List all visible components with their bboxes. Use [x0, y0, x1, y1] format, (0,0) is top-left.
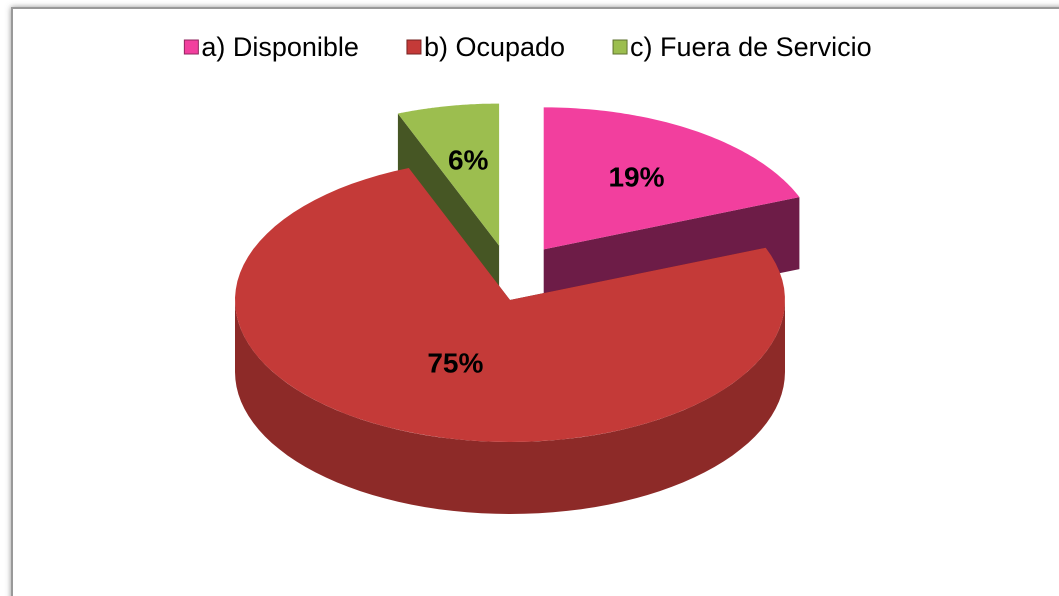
pie	[235, 103, 800, 514]
slice	[235, 168, 785, 442]
legend-swatch	[406, 39, 422, 55]
legend-label: b) Ocupado	[424, 32, 565, 62]
value-label: 19%	[608, 161, 664, 192]
value-labels: 19% 75% 6%	[427, 144, 664, 378]
slice	[397, 103, 500, 246]
legend: a) Disponible b) Ocupado c) Fuera de Servi…	[183, 32, 872, 62]
legend-swatch	[612, 39, 628, 55]
value-label: 75%	[427, 348, 483, 379]
legend-swatch	[183, 39, 199, 55]
value-label: 6%	[448, 144, 489, 175]
legend-label: a) Disponible	[201, 32, 359, 62]
slice	[543, 107, 800, 250]
legend-label: c) Fuera de Servicio	[630, 32, 872, 62]
slice-wall	[235, 300, 785, 514]
